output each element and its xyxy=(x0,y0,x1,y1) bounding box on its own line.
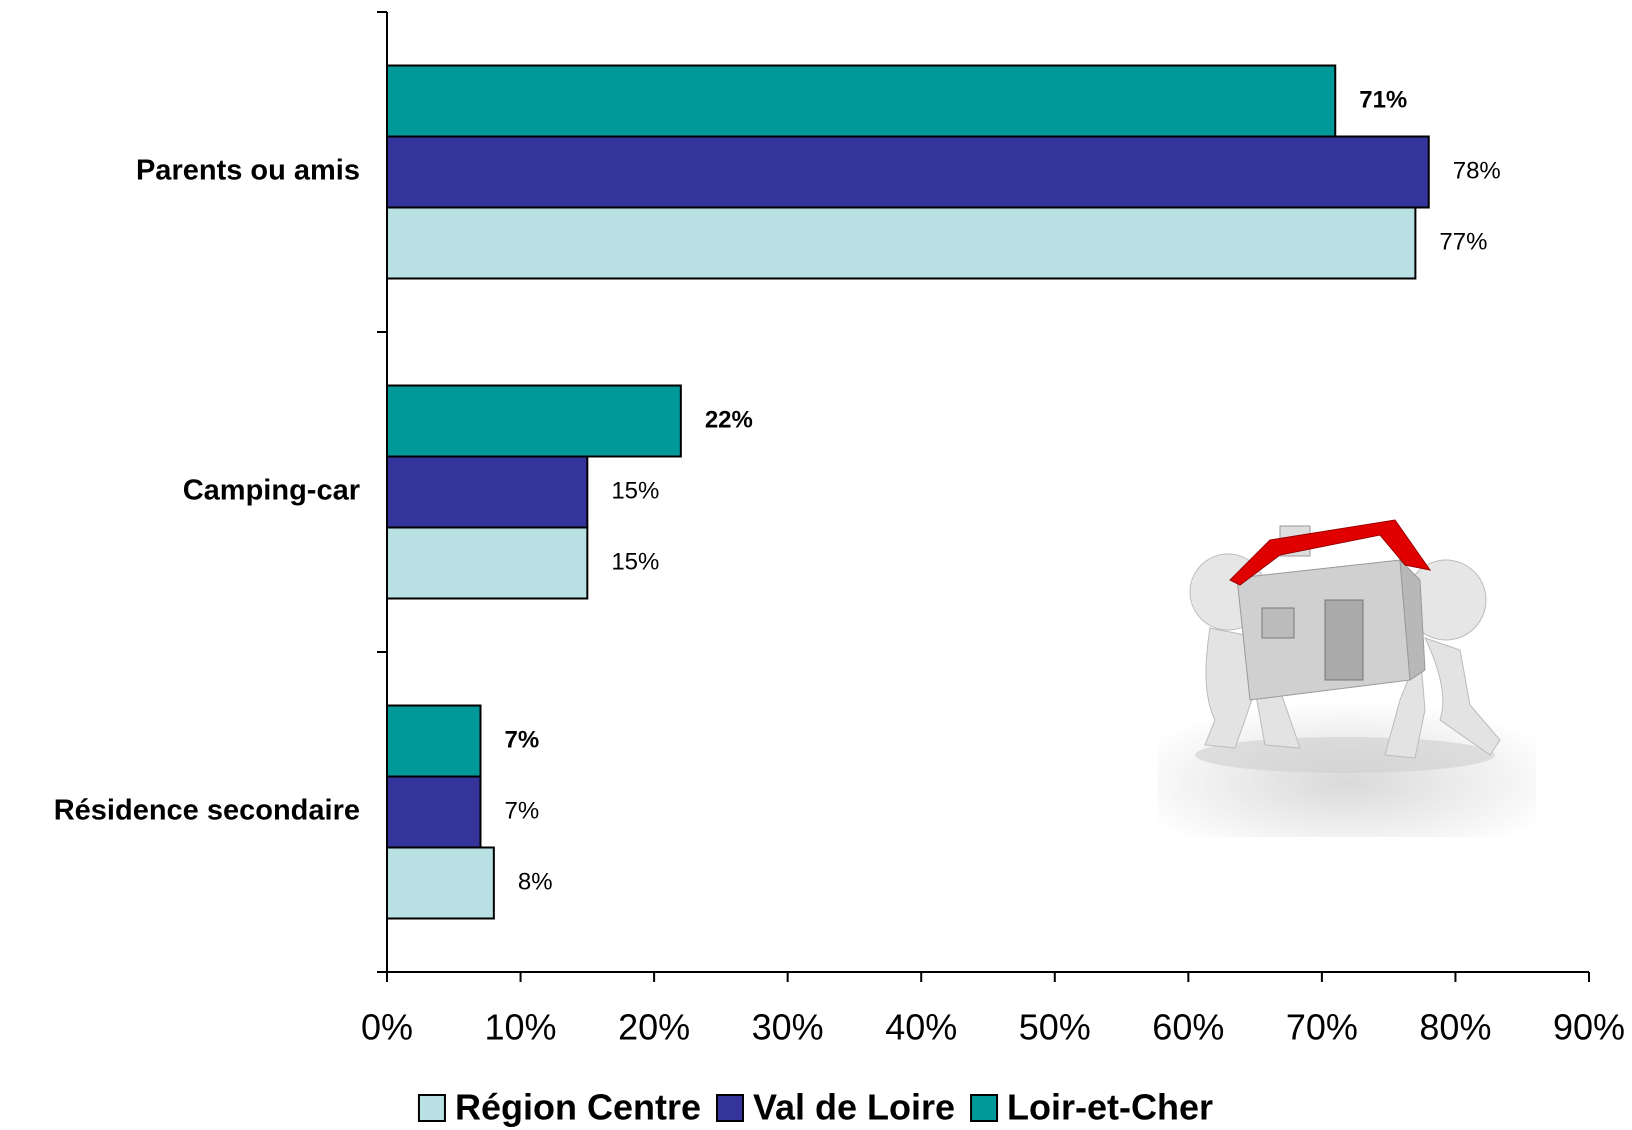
value-label: 8% xyxy=(518,868,553,895)
x-tick-label: 70% xyxy=(1286,1007,1358,1048)
x-tick-label: 90% xyxy=(1553,1007,1625,1048)
bar xyxy=(386,704,482,778)
legend-swatch xyxy=(715,1094,744,1122)
legend-swatch xyxy=(970,1094,999,1122)
value-label: 15% xyxy=(611,548,659,575)
x-tick-label: 80% xyxy=(1419,1007,1491,1048)
bar xyxy=(386,455,589,529)
legend-swatch xyxy=(417,1094,446,1122)
value-label: 71% xyxy=(1359,86,1407,113)
value-label: 7% xyxy=(504,726,539,753)
x-tick-label: 60% xyxy=(1152,1007,1224,1048)
x-tick-label: 30% xyxy=(752,1007,824,1048)
bar xyxy=(386,526,589,600)
value-label: 7% xyxy=(504,797,539,824)
bar xyxy=(386,135,1430,209)
value-label: 77% xyxy=(1439,228,1487,255)
value-label: 78% xyxy=(1453,157,1501,184)
x-tick-label: 10% xyxy=(485,1007,557,1048)
y-tick-label: Résidence secondaire xyxy=(54,795,360,827)
y-tick-label: Parents ou amis xyxy=(136,155,360,187)
value-label: 15% xyxy=(611,477,659,504)
x-tick-label: 0% xyxy=(361,1007,413,1048)
value-label: 22% xyxy=(705,406,753,433)
bar xyxy=(386,206,1417,280)
bar xyxy=(386,775,482,849)
legend-label: Région Centre xyxy=(455,1087,701,1128)
x-tick-label: 20% xyxy=(618,1007,690,1048)
illustration xyxy=(1158,519,1536,837)
bar xyxy=(386,846,495,920)
legend-label: Loir-et-Cher xyxy=(1007,1087,1213,1128)
y-tick-label: Camping-car xyxy=(183,475,360,507)
legend-label: Val de Loire xyxy=(753,1087,955,1128)
x-tick-label: 40% xyxy=(885,1007,957,1048)
bar xyxy=(386,64,1337,138)
bar xyxy=(386,384,682,458)
legend: Région Centre Val de Loire Loir-et-Cher xyxy=(417,1087,1213,1128)
x-tick-label: 50% xyxy=(1019,1007,1091,1048)
